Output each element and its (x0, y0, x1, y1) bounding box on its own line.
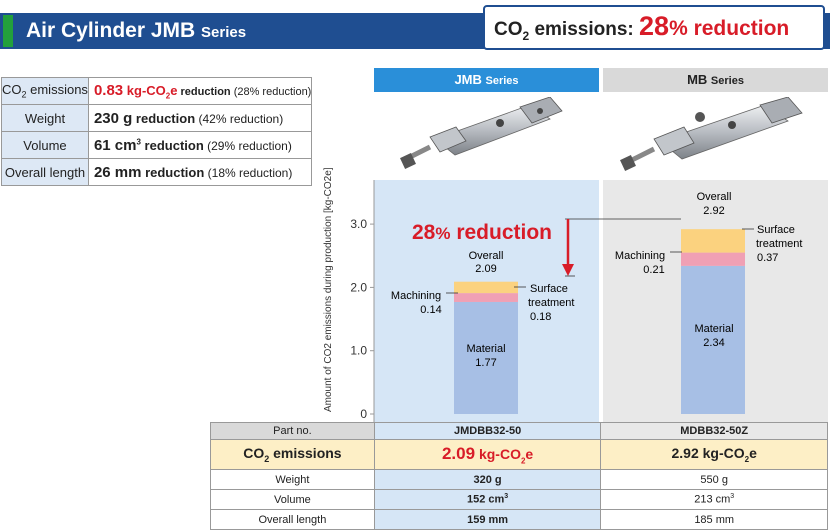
summary-row: Volume 61 cm3 reduction (29% reduction) (1, 131, 313, 159)
volume-label: Volume (210, 489, 375, 510)
jmb-material-value: 1.77 (475, 357, 496, 369)
y-tick-label: 0 (360, 407, 367, 421)
volume-mb: 213 cm3 (600, 489, 828, 510)
jmb-cylinder-image (400, 97, 563, 169)
mb-overall-value: 2.92 (703, 205, 724, 217)
jmb-material-label: Material (466, 343, 505, 355)
summary-value: 0.83 kg-CO2e reduction (28% reduction) (87, 77, 313, 105)
jmb-machining-label: Machining (391, 290, 441, 302)
weight-label: Weight (210, 469, 375, 490)
co2-value-mb: 2.92 kg-CO2e (600, 439, 828, 470)
part-no-jmb: JMDBB32-50 (373, 422, 602, 440)
jmb-surface-label2: treatment (528, 297, 574, 309)
length-label: Overall length (210, 509, 375, 530)
volume-jmb: 152 cm3 (373, 489, 602, 510)
mb-overall-label: Overall (697, 191, 732, 203)
y-tick-label: 1.0 (350, 344, 367, 358)
bar-segment-material (681, 265, 745, 414)
header-accent (3, 15, 13, 47)
jmb-surface-value: 0.18 (530, 311, 551, 323)
mb-cylinder-image (620, 97, 803, 171)
part-no-label: Part no. (210, 422, 375, 440)
summary-label: Overall length (1, 158, 89, 186)
summary-table: CO2 emissions 0.83 kg-CO2e reduction (28… (1, 77, 313, 186)
reduction-badge (483, 5, 825, 50)
bar-segment-machining (681, 252, 745, 266)
column-header-mb: MB Series (603, 68, 828, 92)
summary-row: Weight 230 g reduction (42% reduction) (1, 104, 313, 132)
summary-label: Weight (1, 104, 89, 132)
mb-material-label: Material (694, 323, 733, 335)
part-no-mb: MDBB32-50Z (600, 422, 828, 440)
summary-row: CO2 emissions 0.83 kg-CO2e reduction (28… (1, 77, 313, 105)
table-row: Volume 152 cm3 213 cm3 (210, 489, 828, 510)
mb-machining-label: Machining (615, 250, 665, 262)
mb-surface-label2: treatment (756, 238, 802, 250)
bar-segment-surface-treatment (454, 281, 518, 294)
table-row: Overall length 159 mm 185 mm (210, 509, 828, 530)
mb-machining-value: 0.21 (643, 264, 664, 276)
jmb-surface-label: Surface (530, 283, 568, 295)
table-row: Part no. JMDBB32-50 MDBB32-50Z (210, 422, 828, 440)
table-row: Weight 320 g 550 g (210, 469, 828, 490)
reduction-annotation: 28% reduction (412, 221, 552, 244)
page-title: Air Cylinder JMB Series (26, 19, 247, 42)
length-jmb: 159 mm (373, 509, 602, 530)
summary-value: 26 mm reduction (18% reduction) (87, 158, 313, 186)
mb-surface-label: Surface (757, 224, 795, 236)
table-row: CO2 emissions 2.09 kg-CO2e 2.92 kg-CO2e (210, 439, 828, 470)
spec-table: Part no. JMDBB32-50 MDBB32-50Z CO2 emiss… (210, 422, 828, 530)
y-tick-label: 3.0 (350, 217, 367, 231)
mb-material-value: 2.34 (703, 337, 724, 349)
jmb-overall-label: Overall (469, 250, 504, 262)
weight-mb: 550 g (600, 469, 828, 490)
jmb-machining-value: 0.14 (420, 304, 441, 316)
reduction-arrow-head (562, 264, 574, 276)
column-header-jmb: JMB Series (374, 68, 599, 92)
y-tick-label: 2.0 (350, 280, 367, 294)
summary-value: 230 g reduction (42% reduction) (87, 104, 313, 132)
weight-jmb: 320 g (373, 469, 602, 490)
bar-segment-machining (454, 293, 518, 302)
co2-value-jmb: 2.09 kg-CO2e (373, 439, 602, 470)
summary-value: 61 cm3 reduction (29% reduction) (87, 131, 313, 159)
jmb-overall-value: 2.09 (475, 263, 496, 275)
co2-label: CO2 emissions (210, 439, 375, 470)
y-axis-label: Amount of CO2 emissions during productio… (323, 167, 334, 412)
bar-segment-material (454, 301, 518, 414)
mb-surface-value: 0.37 (757, 252, 778, 264)
length-mb: 185 mm (600, 509, 828, 530)
summary-row: Overall length 26 mm reduction (18% redu… (1, 158, 313, 186)
summary-label: Volume (1, 131, 89, 159)
badge-text: CO2 emissions: 28% reduction (494, 11, 790, 43)
bar-segment-surface-treatment (681, 229, 745, 253)
